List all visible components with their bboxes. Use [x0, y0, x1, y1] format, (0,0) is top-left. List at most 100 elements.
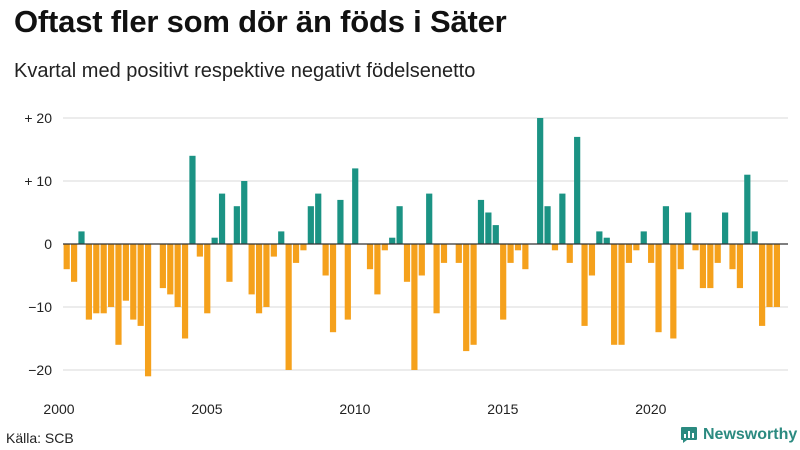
bar-positive [315, 193, 322, 244]
bar-negative [581, 244, 588, 326]
bar-negative [100, 244, 107, 314]
bar-negative [433, 244, 440, 314]
bar-negative [344, 244, 351, 320]
bar-negative [270, 244, 277, 257]
source-note: Källa: SCB [6, 430, 74, 446]
bar-positive [389, 237, 396, 244]
bar-negative [204, 244, 211, 314]
bar-negative [196, 244, 203, 257]
x-tick-label: 2005 [191, 401, 222, 417]
bar-negative [263, 244, 270, 307]
bar-negative [551, 244, 559, 251]
bar-negative [625, 244, 633, 263]
bar-negative [181, 244, 189, 339]
bar-positive [396, 206, 403, 244]
bar-positive [485, 212, 492, 244]
bar-negative [440, 244, 448, 263]
bar-negative [122, 244, 129, 301]
bar-negative [418, 244, 425, 276]
bar-negative [588, 244, 596, 276]
bar-positive [751, 231, 758, 244]
bar-negative [63, 244, 70, 270]
bar-chart: + 20 + 10 0 −10 −20 2000 2005 2010 2015 2020 [24, 110, 788, 417]
bar-negative [455, 244, 462, 263]
bar-negative [285, 244, 292, 370]
y-tick-label: 0 [44, 236, 52, 252]
bar-negative [766, 244, 773, 307]
bar-negative [611, 244, 618, 345]
bar-negative [692, 244, 699, 251]
bar-positive [278, 231, 285, 244]
chart-title: Oftast fler som dör än föds i Säter [14, 4, 507, 39]
bar-positive [307, 206, 314, 244]
bar-positive [337, 199, 344, 244]
bar-positive [426, 193, 433, 244]
bar-negative [292, 244, 300, 263]
y-tick-label: −10 [28, 299, 52, 315]
bar-positive [574, 136, 581, 244]
bar-positive [544, 206, 551, 244]
bar-positive [352, 168, 359, 244]
bar-negative [85, 244, 92, 320]
bar-negative [300, 244, 307, 251]
bar-negative [514, 244, 522, 251]
bar-negative [773, 244, 781, 307]
bars [63, 118, 788, 377]
bar-negative [374, 244, 381, 295]
bar-negative [522, 244, 529, 270]
brand-name: Newsworthy [703, 426, 798, 443]
bar-negative [381, 244, 388, 251]
bar-negative [159, 244, 166, 289]
chart-subtitle: Kvartal med positivt respektive negativt… [14, 60, 476, 82]
bar-negative [93, 244, 100, 314]
bar-positive [559, 193, 566, 244]
bar-negative [470, 244, 477, 345]
bar-negative [115, 244, 122, 345]
bar-negative [322, 244, 329, 276]
bar-negative [403, 244, 411, 282]
y-tick-label: + 10 [24, 173, 52, 189]
newsworthy-logo-icon [681, 427, 697, 443]
bar-negative [736, 244, 744, 289]
bar-positive [640, 231, 647, 244]
bar-negative [500, 244, 507, 320]
bar-positive [78, 231, 85, 244]
bar-negative [507, 244, 514, 263]
bar-negative [329, 244, 337, 333]
x-tick-label: 2000 [43, 401, 74, 417]
bar-negative [411, 244, 418, 370]
bar-negative [137, 244, 144, 326]
bar-negative [366, 244, 374, 270]
bar-positive [211, 237, 218, 244]
bar-positive [596, 231, 603, 244]
bar-negative [677, 244, 684, 270]
bar-positive [218, 193, 226, 244]
y-tick-label: + 20 [24, 110, 52, 126]
y-axis-labels: + 20 + 10 0 −10 −20 [24, 110, 52, 378]
bar-negative [167, 244, 174, 295]
bar-positive [492, 225, 499, 244]
bar-positive [744, 174, 751, 244]
x-tick-label: 2020 [635, 401, 666, 417]
bar-negative [70, 244, 78, 282]
bar-negative [566, 244, 573, 263]
bar-negative [707, 244, 714, 289]
bar-negative [655, 244, 662, 333]
bar-positive [722, 212, 729, 244]
bar-negative [463, 244, 470, 352]
bar-negative [729, 244, 736, 270]
bar-positive [537, 118, 544, 244]
x-tick-label: 2010 [339, 401, 370, 417]
bar-negative [759, 244, 766, 326]
bar-positive [189, 155, 196, 244]
bar-negative [255, 244, 263, 314]
bar-negative [714, 244, 721, 263]
bar-positive [477, 199, 485, 244]
bar-negative [130, 244, 137, 320]
bar-negative [618, 244, 625, 345]
y-tick-label: −20 [28, 362, 52, 378]
bar-negative [633, 244, 640, 251]
bar-positive [603, 237, 610, 244]
bar-positive [685, 212, 692, 244]
bar-negative [670, 244, 677, 339]
